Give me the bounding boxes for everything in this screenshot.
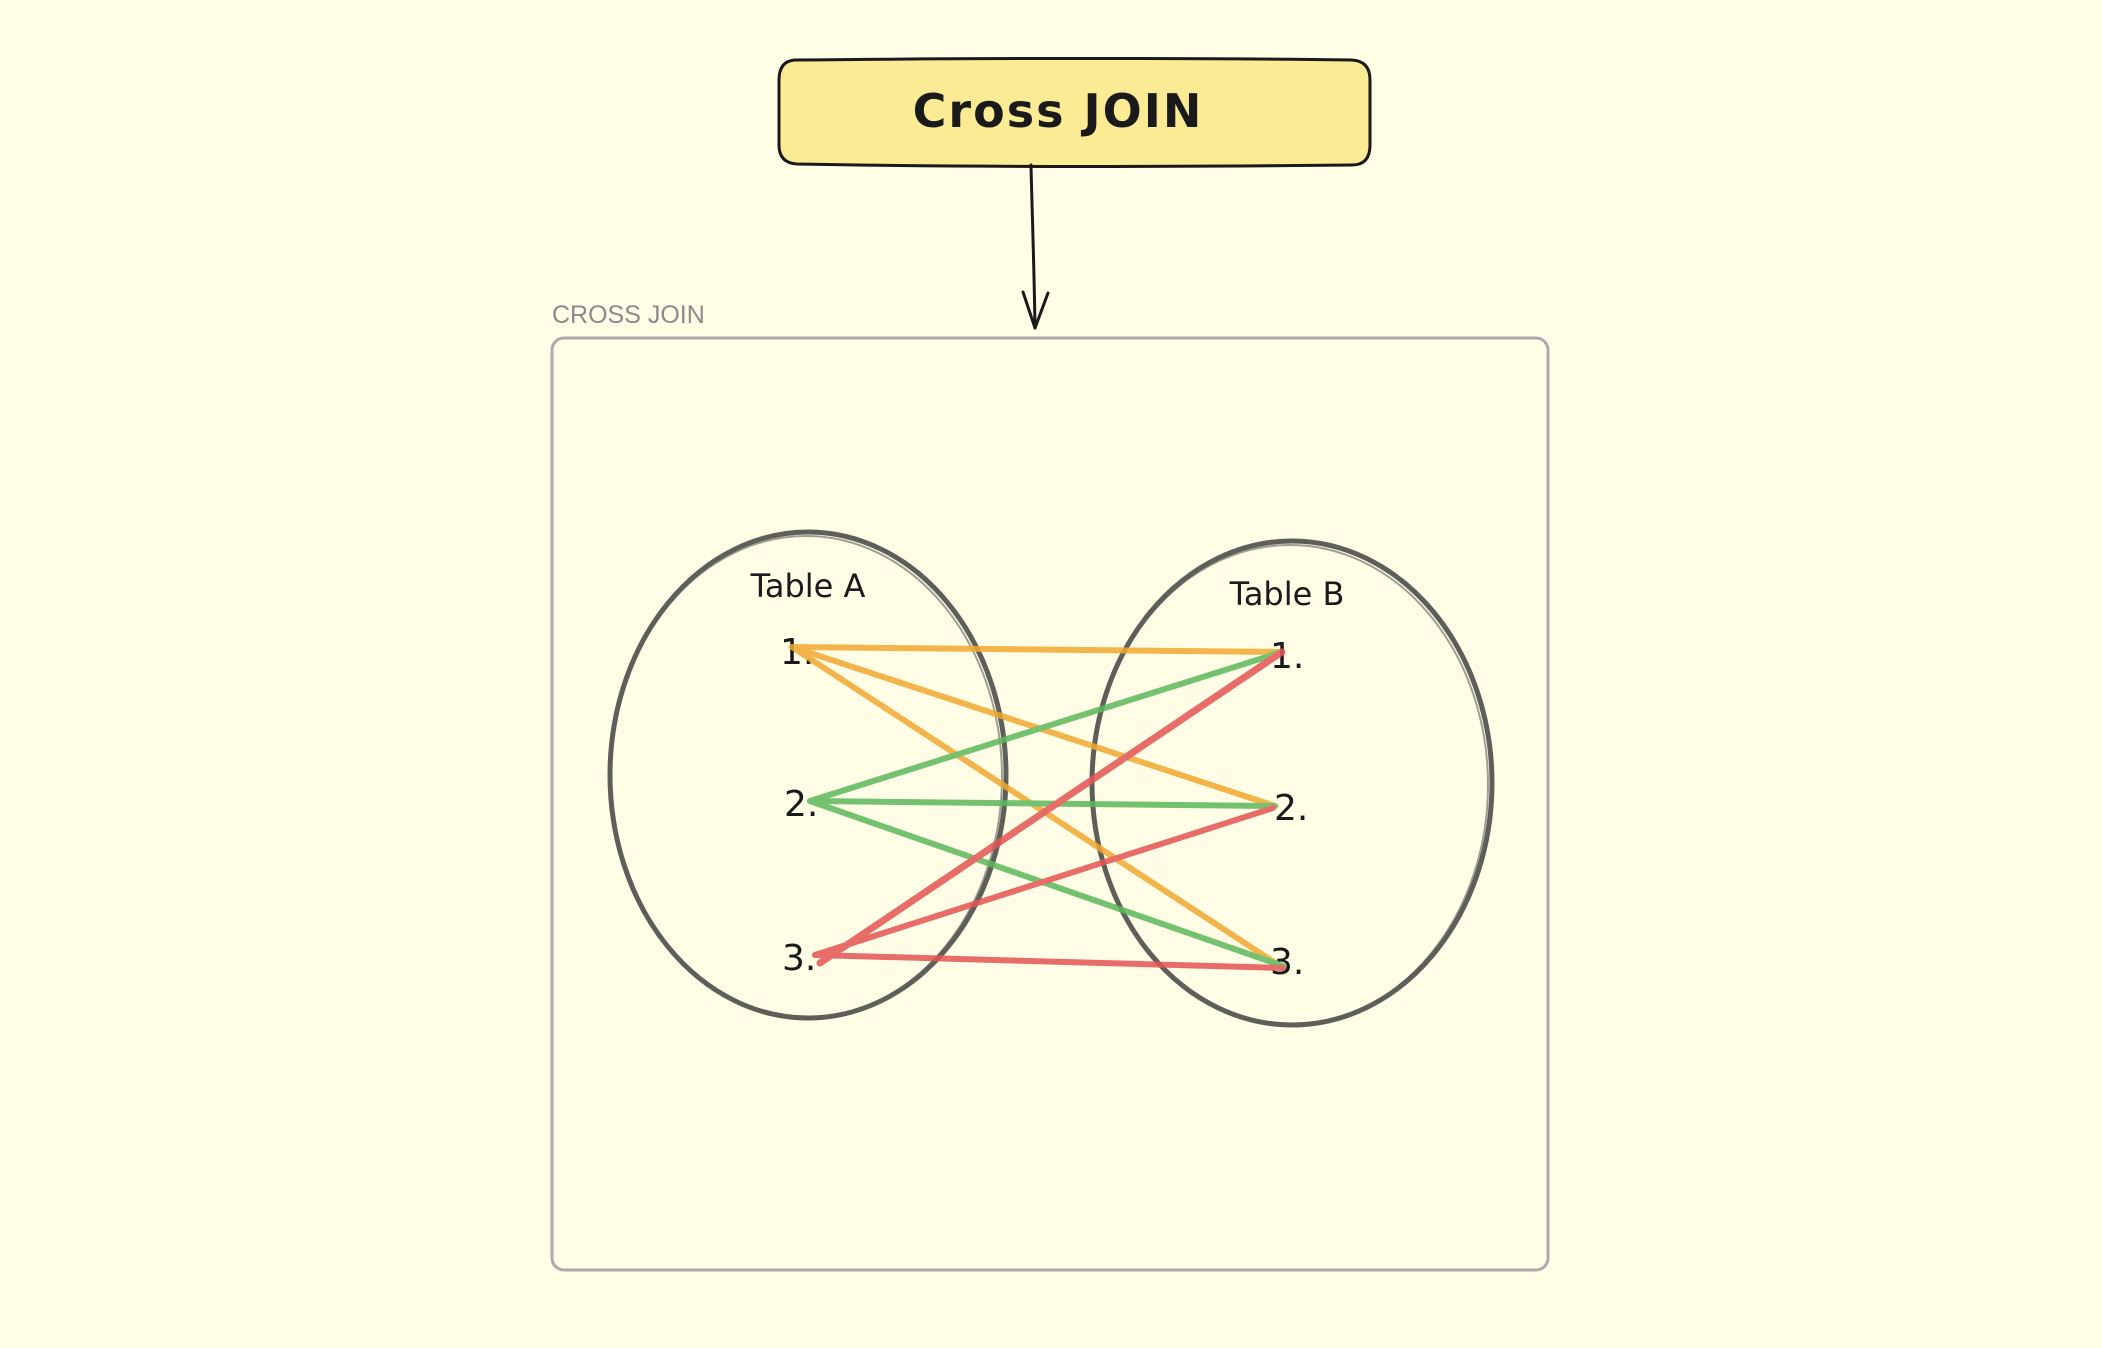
connections	[789, 644, 1286, 971]
table-a-ellipse-sketch	[609, 535, 1003, 1019]
connection-a1-b3	[789, 644, 1286, 971]
cross-join-frame[interactable]: CROSS JOIN	[550, 301, 1550, 1272]
connection-a1-b1	[789, 644, 1283, 655]
connection-a2-b1	[807, 649, 1285, 804]
table-a-set[interactable]: Table A 1. 2. 3.	[607, 529, 1009, 1021]
title-box-shape	[777, 57, 1372, 168]
table-a-label: Table A	[750, 567, 866, 605]
connection-a3-b3	[812, 952, 1286, 971]
frame-label: CROSS JOIN	[552, 301, 705, 329]
frame-border	[550, 336, 1550, 1272]
connection-a3-b1	[816, 648, 1286, 967]
connection-a1-b2	[789, 644, 1278, 809]
table-b-label: Table B	[1229, 575, 1345, 613]
title-box[interactable]: Cross JOIN	[777, 57, 1372, 168]
table-a-row-3: 3.	[782, 938, 816, 979]
table-b-ellipse-sketch	[1091, 544, 1489, 1026]
connection-a3-b2	[812, 805, 1276, 958]
connection-a2-b2	[807, 798, 1278, 809]
arrow-down	[1021, 163, 1050, 330]
title-box-label: Cross JOIN	[913, 84, 1204, 138]
table-b-row-2: 2.	[1274, 788, 1308, 829]
table-b-set[interactable]: Table B 1. 2. 3.	[1089, 538, 1495, 1028]
